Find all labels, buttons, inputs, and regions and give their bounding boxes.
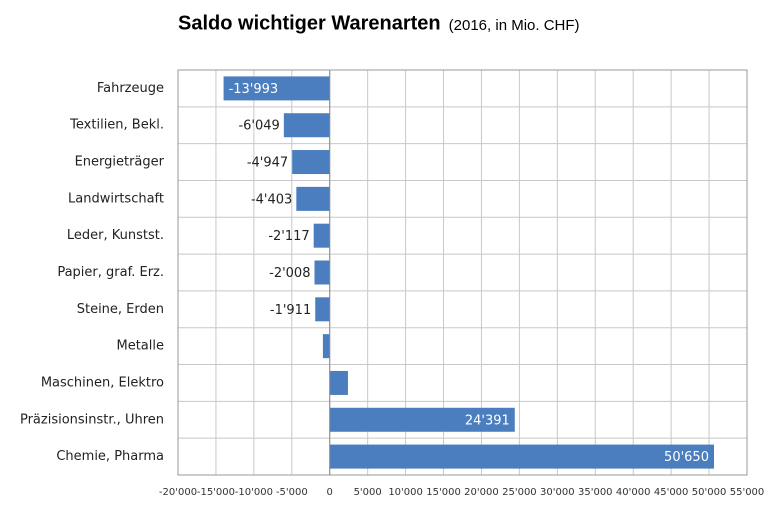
bar [315,297,330,322]
x-tick-label: 20'000 [464,487,499,498]
y-tick-label: Fahrzeuge [97,81,164,96]
x-tick-label: 10'000 [388,487,423,498]
y-tick-label: Maschinen, Elektro [41,375,164,390]
bar [329,444,714,469]
x-tick-label: -20'000 [159,487,197,498]
x-tick-label: 50'000 [692,487,727,498]
y-tick-label: Textilien, Bekl. [69,118,164,133]
bar [329,407,515,432]
y-tick-label: Präzisionsinstr., Uhren [20,412,164,427]
bar [223,76,330,101]
y-tick-label: Landwirtschaft [68,191,164,206]
bar [314,260,330,285]
x-tick-label: 25'000 [502,487,537,498]
x-tick-label: 55'000 [730,487,765,498]
y-tick-label: Leder, Kunstst. [67,228,164,243]
value-label: -13'993 [229,82,279,97]
x-tick-label: 5'000 [354,487,382,498]
value-label: -2'008 [269,266,310,281]
plot-frame [177,69,748,476]
x-tick-label: -15'000 [197,487,235,498]
bar [322,334,330,359]
x-tick-label: 0 [327,487,333,498]
x-tick-label: -10'000 [235,487,273,498]
value-label: -1'911 [270,303,311,318]
bar [292,150,330,175]
x-tick-label: 40'000 [616,487,651,498]
y-tick-label: Steine, Erden [77,302,164,317]
bar [283,113,330,138]
value-label: 50'650 [664,450,709,465]
x-tick-label: -5'000 [276,487,308,498]
value-label: -6'049 [238,119,279,134]
value-label: -2'117 [268,229,309,244]
bar [329,370,348,395]
value-label: 24'391 [465,413,510,428]
x-tick-label: 45'000 [654,487,689,498]
chart-title: Saldo wichtiger Warenarten [178,12,441,34]
value-label: -4'947 [247,156,288,171]
x-tick-label: 35'000 [578,487,613,498]
value-label: -4'403 [251,192,292,207]
x-tick-label: 15'000 [426,487,461,498]
x-tick-label: 30'000 [540,487,575,498]
y-tick-label: Chemie, Pharma [56,449,164,464]
chart-subtitle: (2016, in Mio. CHF) [449,17,580,34]
y-tick-label: Metalle [117,339,165,354]
bar [296,186,330,211]
bar [313,223,330,248]
y-tick-label: Energieträger [75,155,165,170]
y-tick-label: Papier, graf. Erz. [57,265,164,280]
